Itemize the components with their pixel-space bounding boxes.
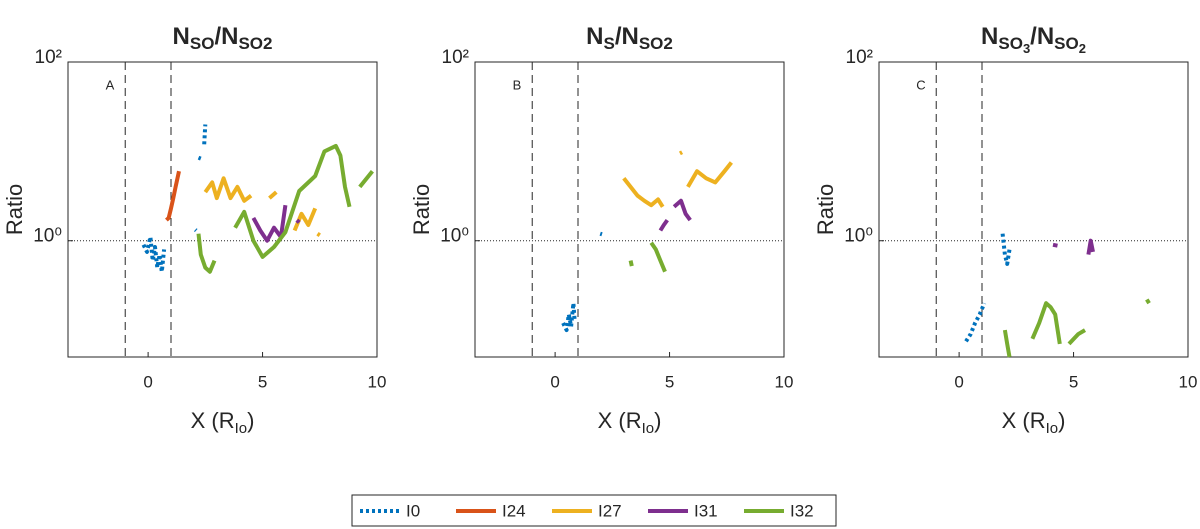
x-axis-label: X (RIo) — [1002, 408, 1066, 437]
panel-label: C — [916, 77, 925, 92]
x-tick-label: 10 — [775, 372, 794, 391]
data-line — [658, 198, 692, 232]
x-tick-label: 5 — [665, 372, 674, 391]
chart-title-part: SO2 — [238, 34, 272, 53]
x-axis-label-part: ) — [247, 408, 254, 433]
x-axis-label-part: X (R — [598, 408, 642, 433]
data-line — [196, 143, 374, 274]
plot-area — [67, 61, 378, 358]
x-axis-label: X (RIo) — [191, 408, 255, 437]
y-axis-label: Ratio — [813, 184, 838, 235]
y-tick-label: 10⁰ — [440, 226, 469, 247]
x-axis-label-part: X (R — [191, 408, 235, 433]
data-line — [628, 241, 667, 273]
data-line — [622, 150, 733, 208]
data-line — [964, 233, 1012, 343]
plot-area — [474, 61, 785, 358]
data-line — [141, 124, 208, 274]
chart-title: NSO/NSO2 — [173, 23, 273, 53]
x-axis-label-part: X (R — [1002, 408, 1046, 433]
x-axis-label-part: ) — [1058, 408, 1065, 433]
panel-label: B — [513, 77, 522, 92]
panel-label: A — [106, 77, 115, 92]
x-axis-label-part: Io — [642, 420, 655, 437]
chart-title: NSO3/NSO2 — [981, 23, 1086, 56]
x-tick-label: 0 — [143, 372, 152, 391]
x-tick-label: 10 — [368, 372, 387, 391]
data-line — [1002, 298, 1151, 358]
chart-title-part: SO — [1054, 34, 1079, 53]
plot-area — [878, 61, 1189, 358]
y-axis-label: Ratio — [2, 184, 27, 235]
x-tick-label: 5 — [258, 372, 267, 391]
chart-title-part: N — [586, 23, 603, 50]
chart-title-part: SO — [998, 34, 1023, 53]
x-axis-label-part: Io — [1046, 420, 1059, 437]
x-axis-label: X (RIo) — [598, 408, 662, 437]
data-line — [165, 170, 181, 222]
chart-title-part: SO2 — [639, 34, 673, 53]
y-axis-label: Ratio — [409, 184, 434, 235]
x-tick-label: 0 — [954, 372, 963, 391]
y-tick-label: 10⁰ — [33, 226, 62, 247]
y-tick-label: 10⁰ — [844, 226, 873, 247]
chart-title-part: 2 — [1079, 41, 1086, 56]
x-tick-label: 0 — [550, 372, 559, 391]
x-tick-label: 5 — [1069, 372, 1078, 391]
data-line — [1052, 238, 1095, 255]
y-tick-label: 10² — [35, 47, 62, 68]
y-tick-label: 10² — [846, 47, 873, 68]
data-line — [203, 176, 321, 237]
chart-title-part: N — [173, 23, 190, 50]
legend-label: I24 — [502, 501, 526, 520]
chart-title-part: /N — [1030, 23, 1054, 50]
chart-title-part: 3 — [1023, 41, 1030, 56]
chart-title-part: N — [981, 23, 998, 50]
chart-title-part: S — [603, 34, 614, 53]
legend-label: I0 — [406, 501, 420, 520]
x-axis-label-part: Io — [235, 420, 248, 437]
legend-label: I27 — [598, 501, 622, 520]
chart-title-part: /N — [214, 23, 238, 50]
x-axis-label-part: ) — [654, 408, 661, 433]
legend-label: I32 — [790, 501, 814, 520]
chart-title-part: /N — [615, 23, 639, 50]
y-tick-label: 10² — [442, 47, 469, 68]
x-tick-label: 10 — [1179, 372, 1198, 391]
chart-title-part: SO — [190, 34, 215, 53]
data-line — [251, 204, 301, 243]
chart-title: NS/NSO2 — [586, 23, 673, 53]
legend-label: I31 — [694, 501, 718, 520]
data-line — [561, 231, 603, 333]
